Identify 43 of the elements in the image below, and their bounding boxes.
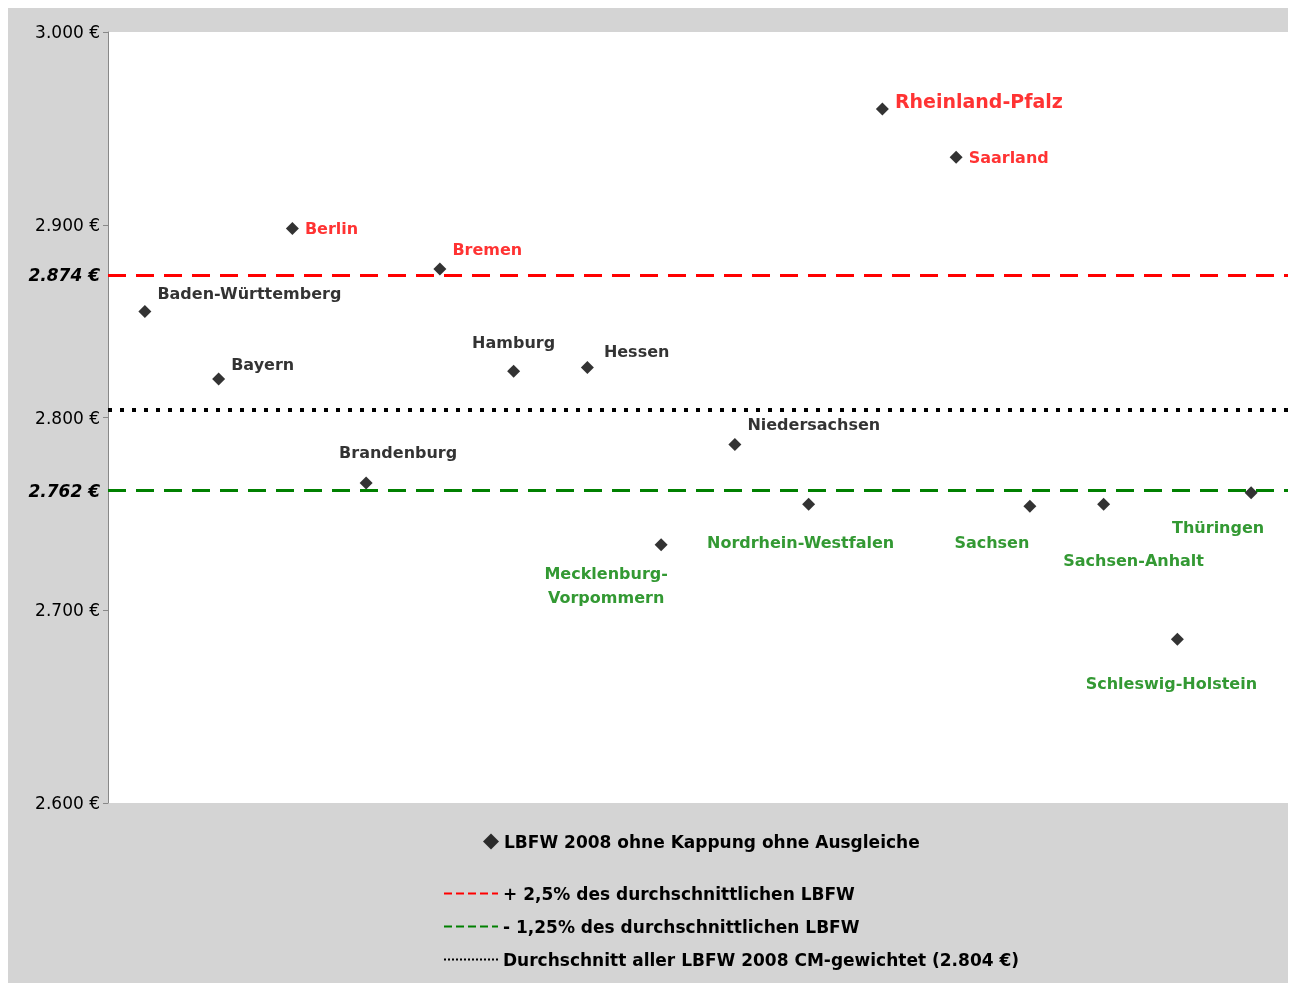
y-tick-label: 2.800 € (35, 407, 100, 428)
point (359, 476, 373, 490)
point (580, 360, 594, 374)
annotation: Mecklenburg-Vorpommern (544, 563, 668, 607)
point (949, 150, 963, 164)
annotation: Saarland (968, 147, 1049, 167)
y-tick-label: 2.900 € (35, 214, 100, 235)
point (1244, 486, 1258, 500)
point (728, 437, 742, 451)
y-tick-label: 3.000 € (35, 22, 100, 42)
point (1023, 499, 1037, 513)
annotation: Hessen (603, 341, 670, 361)
annotation: Thüringen (1172, 517, 1265, 537)
point (1097, 497, 1111, 511)
y-tick-label: 2.762 € (28, 480, 101, 501)
annotation: Hamburg (472, 333, 556, 353)
legend-label: - 1,25% des durchschnittlichen LBFW (503, 916, 860, 937)
y-tick-label: 2.600 € (35, 793, 100, 813)
point (138, 304, 152, 318)
annotation: Schleswig-Holstein (1085, 674, 1258, 694)
y-tick-label: 2.700 € (35, 600, 100, 621)
point (875, 102, 889, 116)
annotation: Bayern (231, 355, 295, 375)
annotation: Rheinland-Pfalz (894, 90, 1063, 113)
legend-label: Durchschnitt aller LBFW 2008 CM-gewichtet (2.804 €) (503, 949, 1020, 970)
point (654, 538, 668, 552)
point (507, 364, 521, 378)
annotation: Berlin (304, 219, 359, 239)
point (212, 372, 226, 386)
annotation: Niedersachsen (747, 414, 881, 434)
annotation: Nordrhein-Westfalen (707, 533, 895, 553)
annotation: Sachsen (954, 533, 1030, 553)
annotation: Bremen (452, 239, 523, 259)
annotation: Sachsen-Anhalt (1063, 551, 1205, 571)
legend-label: + 2,5% des durchschnittlichen LBFW (503, 883, 856, 904)
point (285, 222, 299, 236)
y-tick-label: 2.874 € (28, 264, 101, 285)
point (1170, 632, 1184, 646)
legend-label: LBFW 2008 ohne Kappung ohne Ausgleiche (504, 831, 920, 852)
point (433, 262, 447, 276)
point (802, 497, 816, 511)
annotation: Brandenburg (339, 443, 458, 463)
annotation: Baden-Württemberg (157, 283, 342, 303)
